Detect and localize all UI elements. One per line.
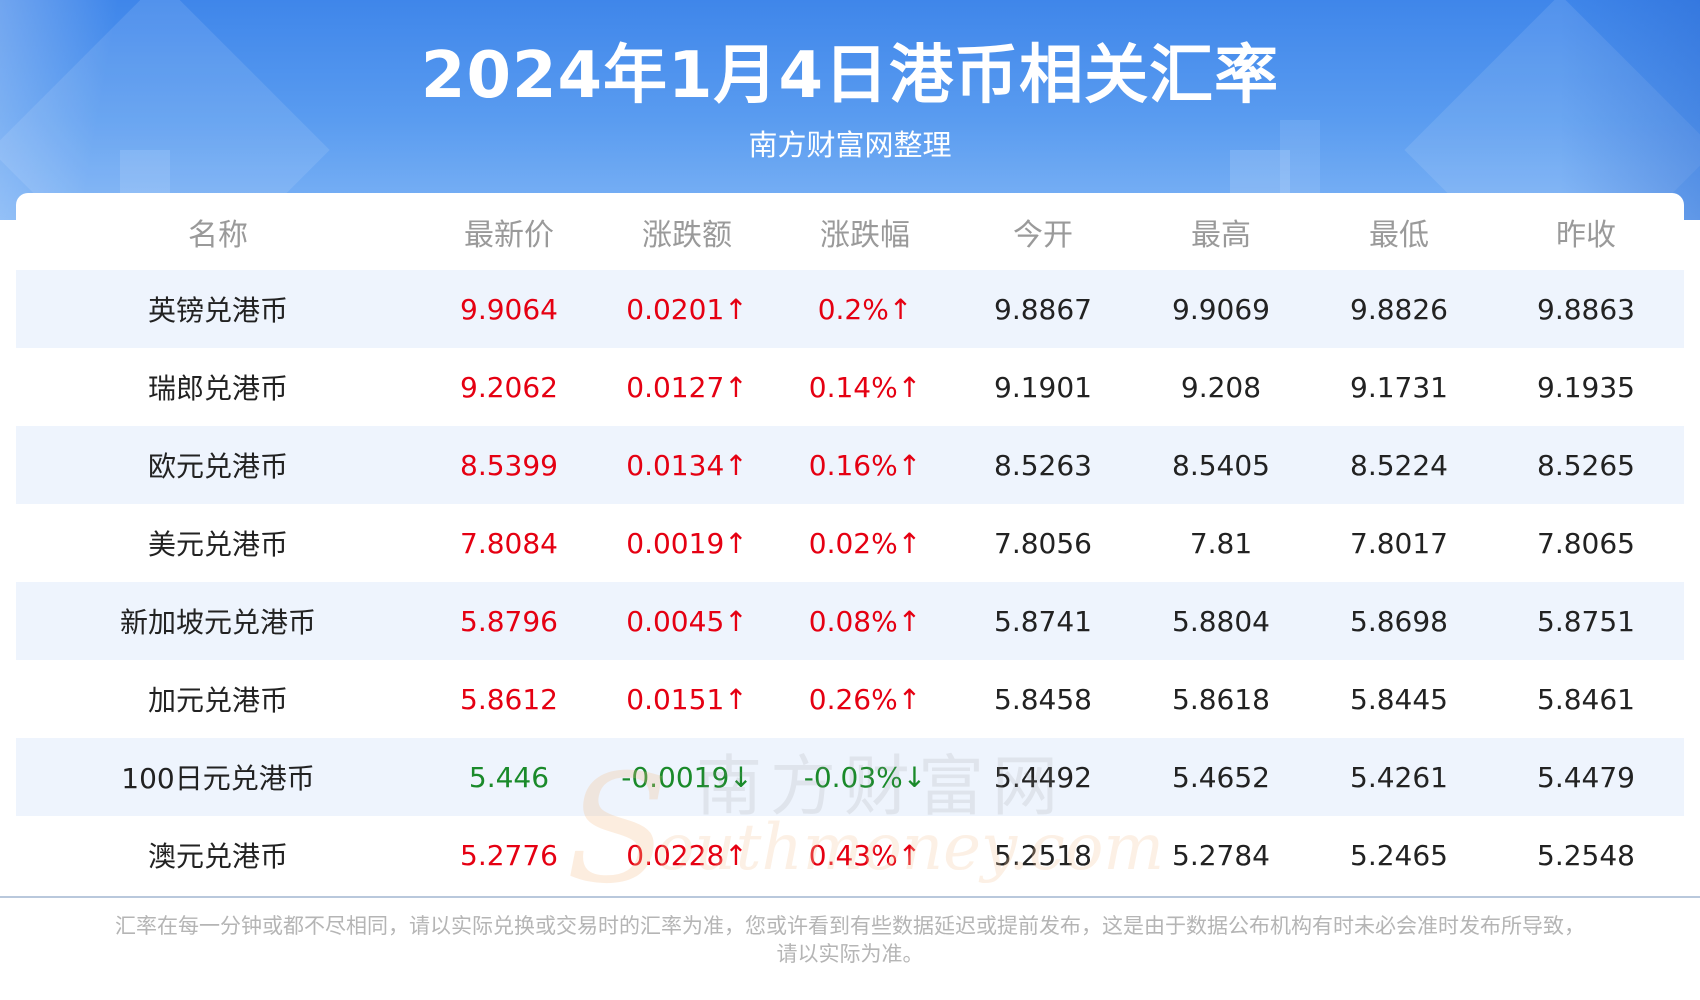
table-row: 加元兑港币 5.8612 0.0151↑ 0.26%↑ 5.8458 5.861… bbox=[16, 660, 1684, 738]
cell-name: 美元兑港币 bbox=[16, 504, 420, 582]
cell-prev-close: 8.5265 bbox=[1488, 426, 1684, 504]
column-header-open: 今开 bbox=[1013, 217, 1073, 253]
cell-change-pct: 0.16%↑ bbox=[776, 426, 954, 504]
table-row: 英镑兑港币 9.9064 0.0201↑ 0.2%↑ 9.8867 9.9069… bbox=[16, 270, 1684, 348]
table-row: 新加坡元兑港币 5.8796 0.0045↑ 0.08%↑ 5.8741 5.8… bbox=[16, 582, 1684, 660]
cell-latest: 5.8612 bbox=[420, 660, 598, 738]
cell-change: 0.0127↑ bbox=[598, 348, 776, 426]
footer-divider bbox=[0, 896, 1700, 898]
column-header-prev-close: 昨收 bbox=[1556, 217, 1616, 253]
cell-prev-close: 5.8751 bbox=[1488, 582, 1684, 660]
cell-change-pct: 0.02%↑ bbox=[776, 504, 954, 582]
cell-name: 澳元兑港币 bbox=[16, 816, 420, 894]
cell-low: 5.4261 bbox=[1310, 738, 1488, 816]
disclaimer-line-1: 汇率在每一分钟或都不尽相同，请以实际兑换或交易时的汇率为准，您或许看到有些数据延… bbox=[115, 914, 1585, 938]
disclaimer-line-2: 请以实际为准。 bbox=[776, 942, 924, 966]
cell-open: 5.2518 bbox=[954, 816, 1132, 894]
cell-change: -0.0019↓ bbox=[598, 738, 776, 816]
cell-latest: 5.8796 bbox=[420, 582, 598, 660]
cell-latest: 5.2776 bbox=[420, 816, 598, 894]
page-subtitle: 南方财富网整理 bbox=[748, 128, 952, 162]
table-row: 欧元兑港币 8.5399 0.0134↑ 0.16%↑ 8.5263 8.540… bbox=[16, 426, 1684, 504]
cell-high: 9.9069 bbox=[1132, 270, 1310, 348]
cell-change: 0.0151↑ bbox=[598, 660, 776, 738]
column-header-change-pct: 涨跌幅 bbox=[820, 217, 910, 253]
cell-change-pct: 0.2%↑ bbox=[776, 270, 954, 348]
column-header-change: 涨跌额 bbox=[642, 217, 732, 253]
cell-open: 9.8867 bbox=[954, 270, 1132, 348]
column-header-latest: 最新价 bbox=[464, 217, 554, 253]
cell-prev-close: 5.4479 bbox=[1488, 738, 1684, 816]
cell-high: 5.8804 bbox=[1132, 582, 1310, 660]
cell-high: 9.208 bbox=[1132, 348, 1310, 426]
cell-high: 8.5405 bbox=[1132, 426, 1310, 504]
cell-latest: 9.2062 bbox=[420, 348, 598, 426]
cell-prev-close: 5.2548 bbox=[1488, 816, 1684, 894]
cell-low: 8.5224 bbox=[1310, 426, 1488, 504]
header-banner: 2024年1月4日港币相关汇率 南方财富网整理 bbox=[0, 0, 1700, 220]
cell-latest: 8.5399 bbox=[420, 426, 598, 504]
cell-change: 0.0134↑ bbox=[598, 426, 776, 504]
cell-change-pct: 0.14%↑ bbox=[776, 348, 954, 426]
cell-open: 5.8458 bbox=[954, 660, 1132, 738]
cell-open: 7.8056 bbox=[954, 504, 1132, 582]
table-row: 100日元兑港币 5.446 -0.0019↓ -0.03%↓ 5.4492 5… bbox=[16, 738, 1684, 816]
cell-latest: 7.8084 bbox=[420, 504, 598, 582]
cell-open: 5.8741 bbox=[954, 582, 1132, 660]
table-header-row: 名称 最新价 涨跌额 涨跌幅 今开 最高 最低 昨收 bbox=[16, 193, 1684, 270]
banner-decoration bbox=[1560, 0, 1700, 220]
cell-change-pct: 0.08%↑ bbox=[776, 582, 954, 660]
cell-prev-close: 9.8863 bbox=[1488, 270, 1684, 348]
cell-low: 9.8826 bbox=[1310, 270, 1488, 348]
cell-name: 欧元兑港币 bbox=[16, 426, 420, 504]
cell-low: 5.8698 bbox=[1310, 582, 1488, 660]
cell-change-pct: -0.03%↓ bbox=[776, 738, 954, 816]
disclaimer: 汇率在每一分钟或都不尽相同，请以实际兑换或交易时的汇率为准，您或许看到有些数据延… bbox=[70, 912, 1630, 968]
cell-high: 5.8618 bbox=[1132, 660, 1310, 738]
table-row: 瑞郎兑港币 9.2062 0.0127↑ 0.14%↑ 9.1901 9.208… bbox=[16, 348, 1684, 426]
cell-name: 100日元兑港币 bbox=[16, 738, 420, 816]
cell-open: 5.4492 bbox=[954, 738, 1132, 816]
cell-low: 7.8017 bbox=[1310, 504, 1488, 582]
cell-change-pct: 0.43%↑ bbox=[776, 816, 954, 894]
cell-change: 0.0045↑ bbox=[598, 582, 776, 660]
cell-change: 0.0228↑ bbox=[598, 816, 776, 894]
rates-table: 名称 最新价 涨跌额 涨跌幅 今开 最高 最低 昨收 英镑兑港币 9.9064 … bbox=[16, 193, 1684, 894]
cell-name: 新加坡元兑港币 bbox=[16, 582, 420, 660]
cell-open: 8.5263 bbox=[954, 426, 1132, 504]
cell-prev-close: 9.1935 bbox=[1488, 348, 1684, 426]
cell-name: 瑞郎兑港币 bbox=[16, 348, 420, 426]
cell-low: 5.8445 bbox=[1310, 660, 1488, 738]
cell-name: 加元兑港币 bbox=[16, 660, 420, 738]
rates-card: 名称 最新价 涨跌额 涨跌幅 今开 最高 最低 昨收 英镑兑港币 9.9064 … bbox=[16, 193, 1684, 917]
cell-change: 0.0019↑ bbox=[598, 504, 776, 582]
cell-change: 0.0201↑ bbox=[598, 270, 776, 348]
cell-latest: 9.9064 bbox=[420, 270, 598, 348]
table-row: 美元兑港币 7.8084 0.0019↑ 0.02%↑ 7.8056 7.81 … bbox=[16, 504, 1684, 582]
column-header-low: 最低 bbox=[1369, 217, 1429, 253]
cell-prev-close: 7.8065 bbox=[1488, 504, 1684, 582]
cell-high: 5.2784 bbox=[1132, 816, 1310, 894]
cell-high: 7.81 bbox=[1132, 504, 1310, 582]
cell-high: 5.4652 bbox=[1132, 738, 1310, 816]
cell-open: 9.1901 bbox=[954, 348, 1132, 426]
cell-latest: 5.446 bbox=[420, 738, 598, 816]
table-row: 澳元兑港币 5.2776 0.0228↑ 0.43%↑ 5.2518 5.278… bbox=[16, 816, 1684, 894]
column-header-high: 最高 bbox=[1191, 217, 1251, 253]
cell-prev-close: 5.8461 bbox=[1488, 660, 1684, 738]
cell-low: 9.1731 bbox=[1310, 348, 1488, 426]
column-header-name: 名称 bbox=[188, 217, 248, 253]
cell-name: 英镑兑港币 bbox=[16, 270, 420, 348]
cell-change-pct: 0.26%↑ bbox=[776, 660, 954, 738]
page-title: 2024年1月4日港币相关汇率 bbox=[420, 39, 1280, 113]
cell-low: 5.2465 bbox=[1310, 816, 1488, 894]
